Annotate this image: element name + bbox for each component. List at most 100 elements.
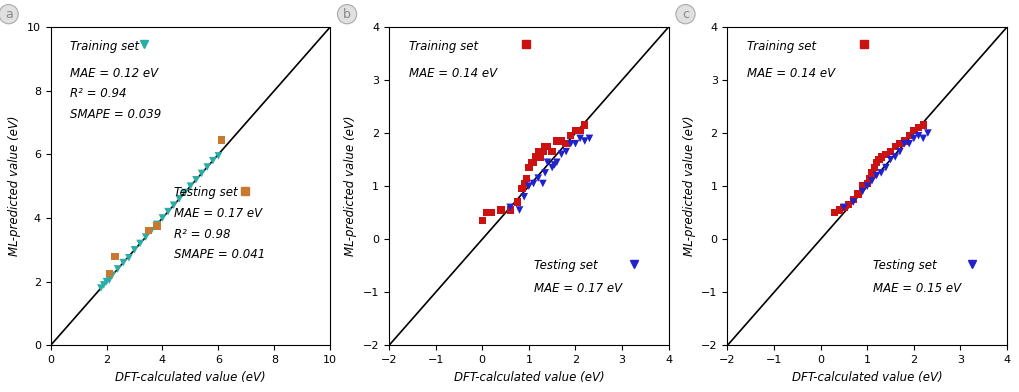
Point bbox=[544, 164, 560, 171]
Point bbox=[877, 164, 894, 171]
Point bbox=[577, 122, 593, 128]
Point bbox=[514, 186, 530, 192]
Point bbox=[873, 154, 890, 160]
Text: MAE = 0.15 eV: MAE = 0.15 eV bbox=[873, 282, 961, 295]
X-axis label: DFT-calculated value (eV): DFT-calculated value (eV) bbox=[792, 371, 943, 384]
Y-axis label: ML-predicted value (eV): ML-predicted value (eV) bbox=[344, 116, 358, 256]
Text: R² = 0.98: R² = 0.98 bbox=[173, 227, 230, 241]
Point bbox=[516, 194, 532, 200]
Point bbox=[526, 180, 542, 187]
Point bbox=[562, 141, 579, 147]
Point bbox=[539, 143, 555, 149]
Point bbox=[873, 170, 890, 176]
Point bbox=[553, 138, 570, 144]
Point bbox=[213, 137, 229, 143]
Point bbox=[836, 204, 852, 211]
Point bbox=[479, 210, 495, 216]
Text: Training set: Training set bbox=[70, 40, 140, 53]
Point bbox=[897, 138, 913, 144]
Text: a: a bbox=[5, 8, 12, 21]
Text: MAE = 0.14 eV: MAE = 0.14 eV bbox=[409, 67, 496, 80]
Point bbox=[897, 141, 913, 147]
Point bbox=[568, 127, 584, 134]
Point bbox=[855, 188, 871, 194]
Point bbox=[110, 266, 126, 272]
Point bbox=[121, 255, 138, 261]
Point bbox=[910, 132, 926, 139]
Point bbox=[516, 180, 532, 187]
Point bbox=[888, 143, 904, 149]
Text: MAE = 0.17 eV: MAE = 0.17 eV bbox=[534, 282, 623, 295]
Text: Testing set: Testing set bbox=[534, 260, 598, 272]
Text: R² = 0.94: R² = 0.94 bbox=[70, 87, 126, 100]
Point bbox=[877, 151, 894, 158]
Point bbox=[866, 164, 882, 171]
Point bbox=[521, 164, 537, 171]
Point bbox=[568, 141, 584, 147]
Point bbox=[832, 207, 848, 213]
Point bbox=[537, 170, 553, 176]
Point bbox=[165, 202, 181, 209]
Point bbox=[581, 135, 597, 142]
Point bbox=[861, 175, 877, 181]
Text: Testing set: Testing set bbox=[873, 260, 936, 272]
Point bbox=[888, 154, 904, 160]
Point bbox=[892, 149, 908, 155]
Point bbox=[906, 135, 922, 142]
Point bbox=[523, 159, 539, 165]
Point bbox=[855, 183, 871, 189]
Point bbox=[546, 162, 562, 168]
Point bbox=[920, 130, 936, 136]
Point bbox=[539, 159, 555, 165]
Text: MAE = 0.14 eV: MAE = 0.14 eV bbox=[747, 67, 836, 80]
Text: MAE = 0.17 eV: MAE = 0.17 eV bbox=[173, 207, 262, 220]
Point bbox=[187, 177, 204, 183]
Point bbox=[93, 285, 109, 291]
Point bbox=[906, 127, 922, 134]
Point bbox=[104, 272, 120, 278]
Point bbox=[864, 170, 880, 176]
Point bbox=[868, 159, 884, 165]
Point bbox=[572, 127, 588, 134]
Point bbox=[850, 191, 866, 197]
Point bbox=[171, 196, 187, 202]
Point bbox=[572, 135, 588, 142]
Point bbox=[154, 215, 170, 221]
Point bbox=[107, 253, 123, 260]
Point bbox=[915, 122, 931, 128]
Point bbox=[910, 125, 926, 131]
Point bbox=[493, 207, 510, 213]
Point bbox=[548, 138, 565, 144]
Point bbox=[544, 149, 560, 155]
Text: MAE = 0.12 eV: MAE = 0.12 eV bbox=[70, 67, 158, 80]
Point bbox=[99, 279, 115, 285]
Point bbox=[537, 143, 553, 149]
Point bbox=[892, 141, 908, 147]
Text: SMAPE = 0.039: SMAPE = 0.039 bbox=[70, 108, 161, 121]
Point bbox=[115, 260, 131, 266]
Text: Testing set: Testing set bbox=[173, 186, 237, 199]
Point bbox=[176, 189, 193, 196]
Point bbox=[474, 218, 490, 224]
Point bbox=[859, 180, 875, 187]
Point bbox=[199, 164, 215, 170]
Point bbox=[871, 156, 888, 163]
Point bbox=[519, 175, 535, 181]
X-axis label: DFT-calculated value (eV): DFT-calculated value (eV) bbox=[115, 371, 266, 384]
Point bbox=[101, 270, 117, 277]
Point bbox=[483, 210, 499, 216]
Point bbox=[882, 149, 899, 155]
Point bbox=[845, 199, 861, 205]
Point bbox=[141, 228, 157, 234]
Point bbox=[558, 149, 575, 155]
Point bbox=[535, 149, 551, 155]
Point bbox=[526, 159, 542, 165]
Point bbox=[510, 199, 526, 205]
Point bbox=[859, 183, 875, 189]
Point bbox=[131, 240, 148, 247]
Point bbox=[535, 180, 551, 187]
Point bbox=[901, 132, 917, 139]
Point bbox=[532, 154, 548, 160]
Point bbox=[512, 207, 528, 213]
Point bbox=[149, 223, 165, 229]
